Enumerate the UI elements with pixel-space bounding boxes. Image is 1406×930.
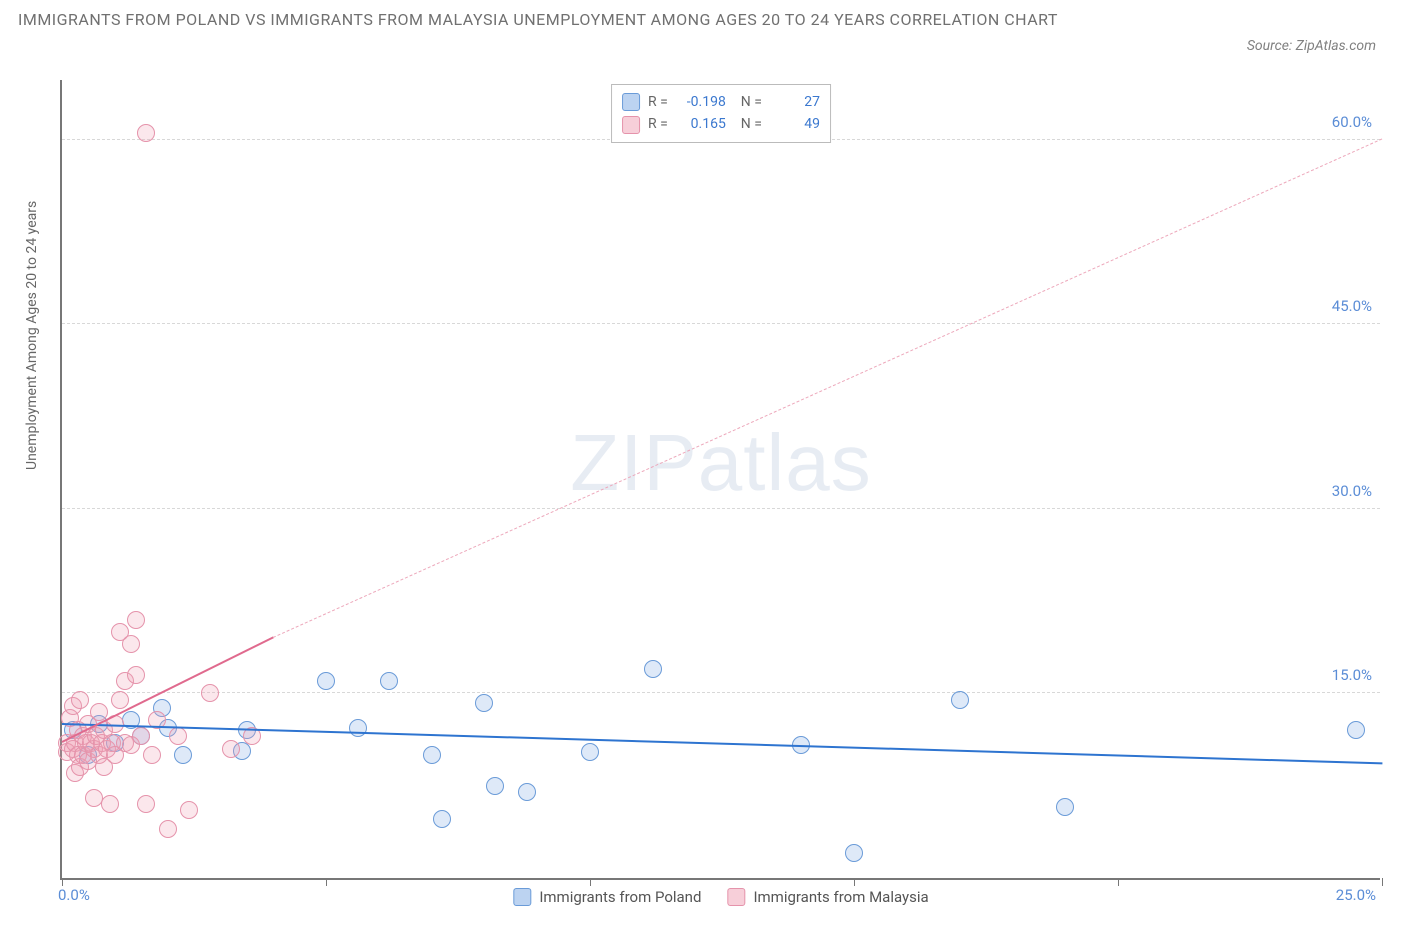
data-point	[132, 727, 150, 745]
data-point	[380, 672, 398, 690]
x-tick	[854, 878, 855, 886]
x-axis-max-label: 25.0%	[1336, 886, 1376, 904]
trend-line	[62, 723, 1382, 764]
legend-item-poland: Immigrants from Poland	[513, 888, 701, 906]
legend-label-poland: Immigrants from Poland	[539, 888, 701, 906]
watermark-light: atlas	[698, 418, 872, 507]
chart-title: IMMIGRANTS FROM POLAND VS IMMIGRANTS FRO…	[18, 8, 1058, 32]
data-point	[423, 746, 441, 764]
data-point	[111, 691, 129, 709]
data-point	[143, 746, 161, 764]
swatch-pink-icon	[622, 116, 640, 134]
x-tick	[62, 878, 63, 886]
data-point	[518, 783, 536, 801]
data-point	[1056, 798, 1074, 816]
gridline	[62, 323, 1380, 324]
y-tick-label: 60.0%	[1332, 113, 1372, 131]
data-point	[127, 611, 145, 629]
data-point	[122, 635, 140, 653]
stat-r-label: R =	[648, 113, 668, 135]
stat-n-pink: 49	[770, 113, 820, 135]
data-point	[159, 820, 177, 838]
data-point	[201, 684, 219, 702]
data-point	[127, 666, 145, 684]
data-point	[581, 743, 599, 761]
data-point	[71, 691, 89, 709]
data-point	[222, 740, 240, 758]
watermark: ZIPatlas	[570, 417, 871, 509]
stat-n-label: N =	[734, 113, 762, 135]
y-axis-label: Unemployment Among Ages 20 to 24 years	[24, 201, 40, 470]
stat-n-label: N =	[734, 91, 762, 113]
legend-label-malaysia: Immigrants from Malaysia	[753, 888, 928, 906]
data-point	[169, 727, 187, 745]
stats-row-pink: R = 0.165 N = 49	[622, 113, 820, 135]
legend-swatch-blue-icon	[513, 888, 531, 906]
x-tick	[590, 878, 591, 886]
data-point	[174, 746, 192, 764]
trend-line	[273, 139, 1382, 638]
data-point	[180, 801, 198, 819]
data-point	[101, 795, 119, 813]
stat-r-blue: -0.198	[676, 91, 726, 113]
stats-legend-box: R = -0.198 N = 27 R = 0.165 N = 49	[611, 84, 831, 143]
data-point	[317, 672, 335, 690]
y-tick-label: 15.0%	[1332, 666, 1372, 684]
stat-n-blue: 27	[770, 91, 820, 113]
data-point	[644, 660, 662, 678]
data-point	[433, 810, 451, 828]
source-label: Source: ZipAtlas.com	[1247, 38, 1376, 54]
x-tick	[326, 878, 327, 886]
data-point	[1347, 721, 1365, 739]
legend-swatch-pink-icon	[727, 888, 745, 906]
x-tick	[1382, 878, 1383, 886]
x-axis-min-label: 0.0%	[58, 886, 90, 904]
data-point	[137, 124, 155, 142]
plot-area: ZIPatlas R = -0.198 N = 27 R = 0.165 N =…	[60, 80, 1380, 880]
y-tick-label: 45.0%	[1332, 297, 1372, 315]
data-point	[845, 844, 863, 862]
stat-r-pink: 0.165	[676, 113, 726, 135]
data-point	[137, 795, 155, 813]
y-tick-label: 30.0%	[1332, 482, 1372, 500]
x-tick	[1118, 878, 1119, 886]
data-point	[486, 777, 504, 795]
gridline	[62, 692, 1380, 693]
stats-row-blue: R = -0.198 N = 27	[622, 91, 820, 113]
stat-r-label: R =	[648, 91, 668, 113]
swatch-blue-icon	[622, 93, 640, 111]
data-point	[475, 694, 493, 712]
data-point	[349, 719, 367, 737]
bottom-legend: Immigrants from Poland Immigrants from M…	[513, 888, 928, 906]
gridline	[62, 508, 1380, 509]
data-point	[951, 691, 969, 709]
legend-item-malaysia: Immigrants from Malaysia	[727, 888, 928, 906]
